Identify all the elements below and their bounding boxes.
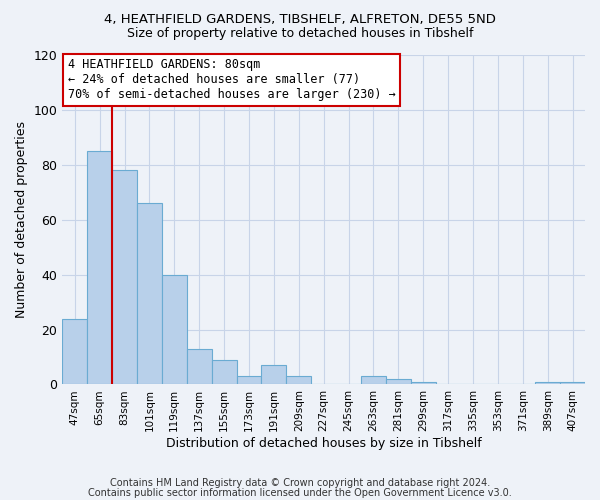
Text: 4 HEATHFIELD GARDENS: 80sqm
← 24% of detached houses are smaller (77)
70% of sem: 4 HEATHFIELD GARDENS: 80sqm ← 24% of det…	[68, 58, 395, 102]
Text: Contains public sector information licensed under the Open Government Licence v3: Contains public sector information licen…	[88, 488, 512, 498]
X-axis label: Distribution of detached houses by size in Tibshelf: Distribution of detached houses by size …	[166, 437, 482, 450]
Text: Size of property relative to detached houses in Tibshelf: Size of property relative to detached ho…	[127, 28, 473, 40]
Bar	[137, 204, 162, 384]
Bar	[212, 360, 236, 384]
Bar	[112, 170, 137, 384]
Bar	[535, 382, 560, 384]
Bar	[162, 274, 187, 384]
Bar	[560, 382, 585, 384]
Bar	[62, 318, 87, 384]
Bar	[87, 151, 112, 384]
Bar	[262, 365, 286, 384]
Y-axis label: Number of detached properties: Number of detached properties	[15, 121, 28, 318]
Bar	[236, 376, 262, 384]
Bar	[411, 382, 436, 384]
Bar	[361, 376, 386, 384]
Bar	[187, 349, 212, 384]
Text: Contains HM Land Registry data © Crown copyright and database right 2024.: Contains HM Land Registry data © Crown c…	[110, 478, 490, 488]
Bar	[386, 379, 411, 384]
Text: 4, HEATHFIELD GARDENS, TIBSHELF, ALFRETON, DE55 5ND: 4, HEATHFIELD GARDENS, TIBSHELF, ALFRETO…	[104, 12, 496, 26]
Bar	[286, 376, 311, 384]
